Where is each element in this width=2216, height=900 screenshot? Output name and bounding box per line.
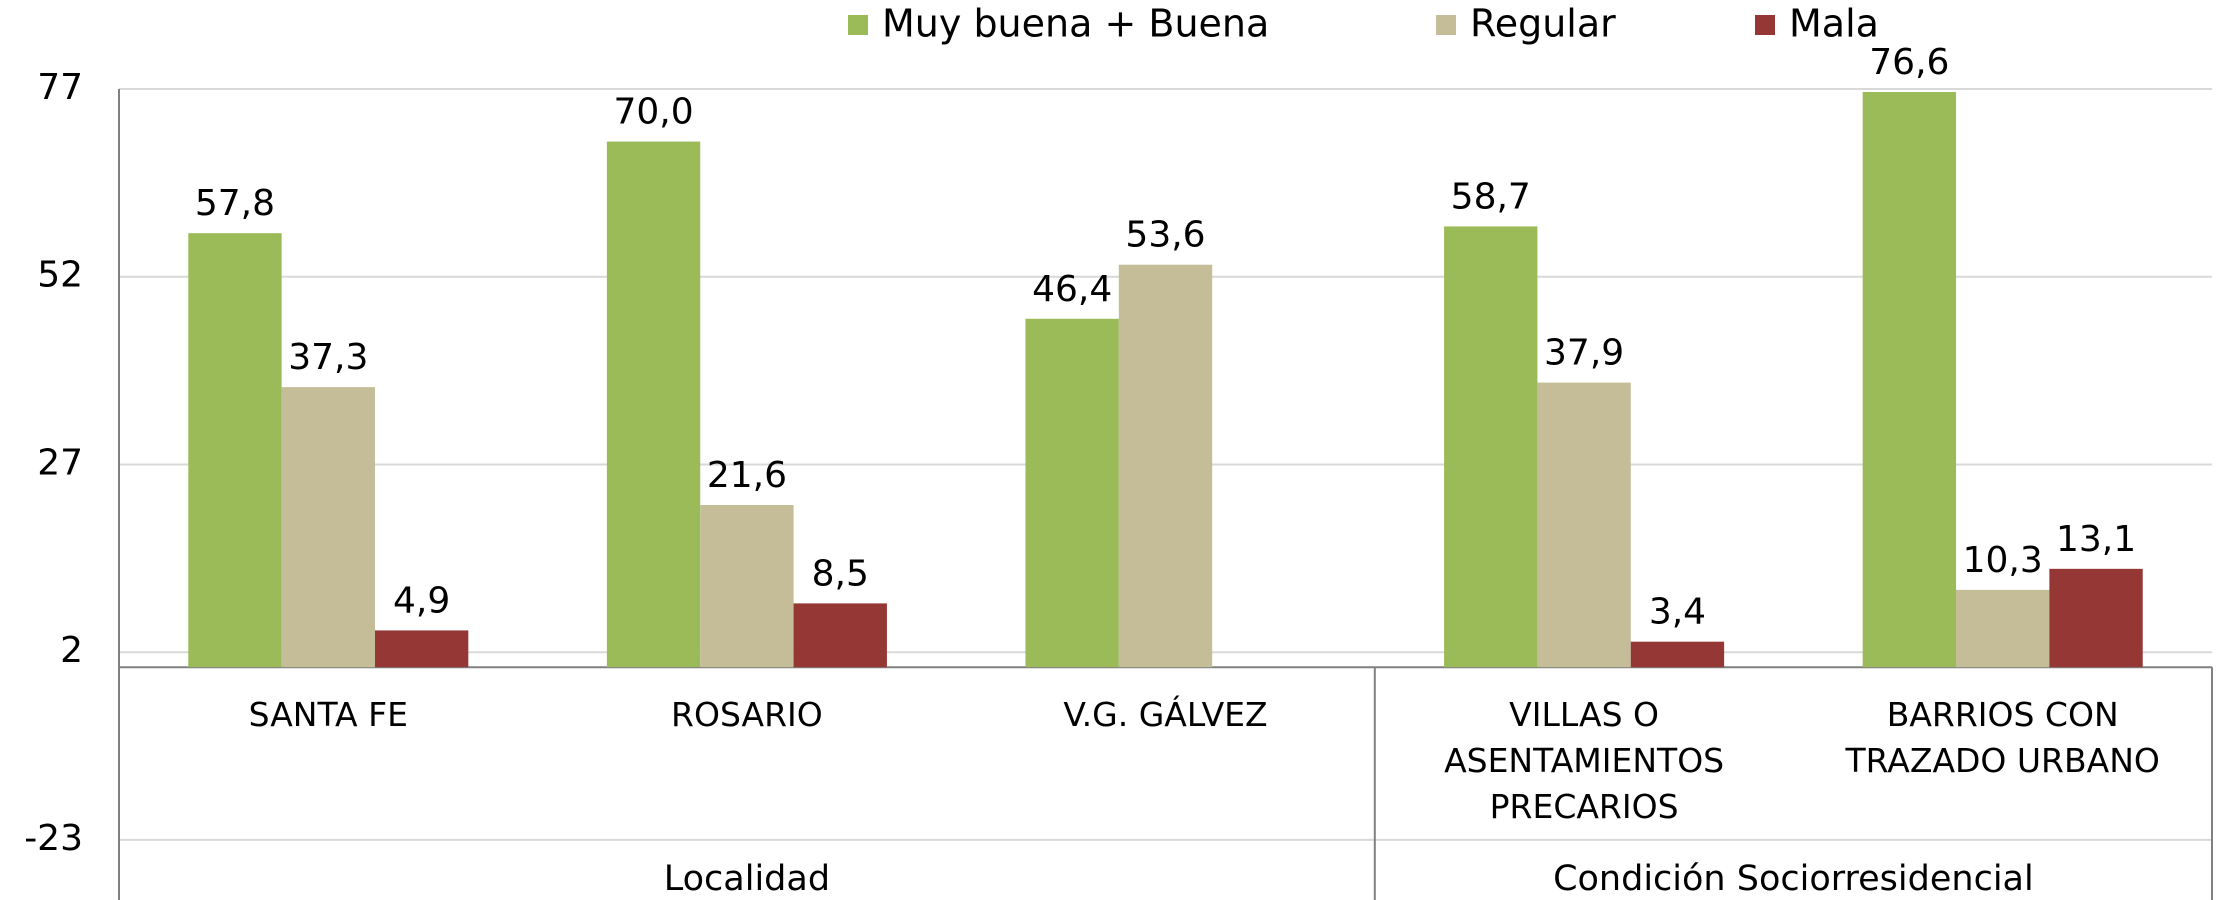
data-label: 10,3: [1963, 540, 2043, 581]
bar: [1956, 589, 2050, 668]
bar: [1118, 264, 1213, 668]
group-label: Localidad: [664, 859, 830, 899]
bar: [188, 233, 282, 668]
bar: [606, 141, 701, 668]
data-label: 53,6: [1125, 215, 1205, 256]
data-label: 4,9: [393, 580, 450, 621]
bar: [1862, 92, 1957, 668]
y-tick-label: 77: [37, 67, 83, 108]
data-label: 37,9: [1544, 333, 1624, 374]
data-label: 3,4: [1649, 592, 1706, 633]
legend-swatch: [1755, 15, 1775, 35]
data-label: 21,6: [707, 455, 787, 496]
bar: [281, 387, 375, 668]
data-label: 76,6: [1869, 42, 1949, 83]
bar: [2049, 568, 2143, 668]
legend-label: Muy buena + Buena: [882, 2, 1269, 46]
data-label: 37,3: [288, 337, 368, 378]
data-label: 8,5: [812, 553, 869, 594]
bar: [1537, 382, 1631, 668]
data-label: 13,1: [2056, 519, 2136, 560]
legend-swatch: [1436, 15, 1456, 35]
bar: [374, 630, 469, 668]
bar: [793, 603, 887, 668]
y-tick-label: 52: [37, 255, 83, 296]
legend-label: Mala: [1789, 2, 1879, 46]
legend-label: Regular: [1470, 2, 1616, 46]
x-tick-label: SANTA FE: [248, 695, 408, 734]
data-label: 70,0: [613, 92, 693, 133]
data-label: 58,7: [1451, 176, 1531, 217]
y-tick-label: 2: [60, 630, 83, 671]
y-tick-label: -23: [24, 818, 83, 859]
x-tick-label: VILLAS O ASENTAMIENTOS PRECARIOS: [1444, 695, 1725, 826]
x-tick-label: V.G. GÁLVEZ: [1063, 695, 1268, 734]
x-tick-label: ROSARIO: [671, 695, 823, 734]
x-tick-label: BARRIOS CON TRAZADO URBANO: [1845, 695, 2160, 780]
legend-swatch: [848, 15, 868, 35]
bar: [1025, 318, 1119, 668]
bar: [1630, 641, 1725, 668]
bar: [1444, 226, 1538, 668]
y-tick-label: 27: [37, 442, 83, 483]
data-label: 57,8: [195, 183, 275, 224]
group-label: Condición Sociorresidencial: [1553, 859, 2034, 899]
data-label: 46,4: [1032, 269, 1112, 310]
bar: [700, 505, 794, 668]
